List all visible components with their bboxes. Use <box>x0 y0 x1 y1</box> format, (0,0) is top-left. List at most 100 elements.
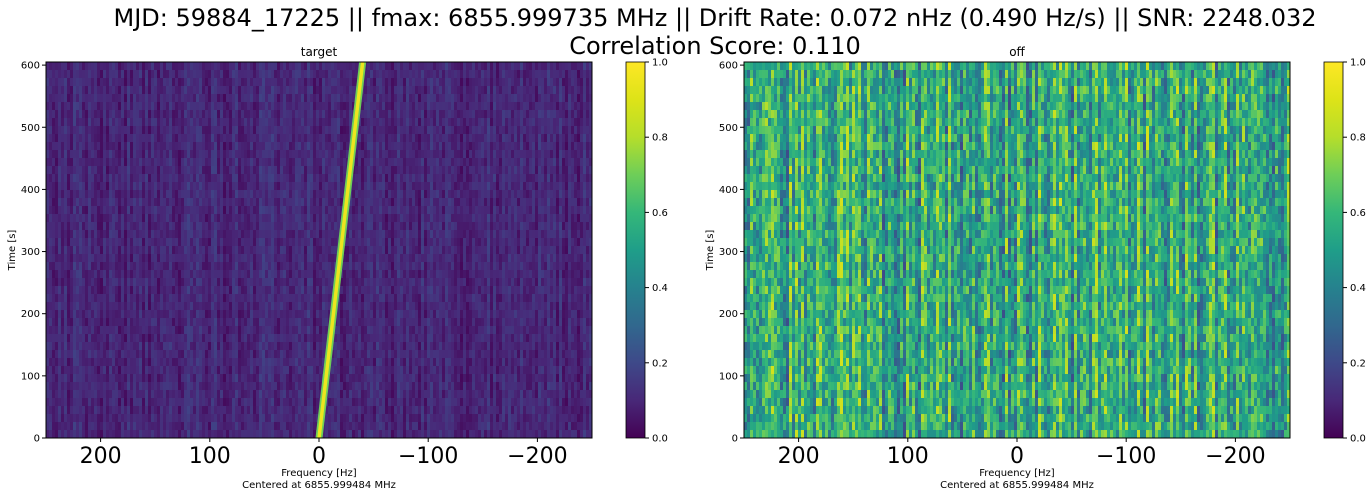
heatmap-cell <box>187 406 191 415</box>
heatmap-cell <box>202 358 206 367</box>
heatmap-cell <box>142 206 146 215</box>
heatmap-cell <box>94 270 98 279</box>
heatmap-cell <box>235 238 239 247</box>
heatmap-cell <box>271 158 275 167</box>
heatmap-cell <box>148 198 152 207</box>
heatmap-cell <box>133 398 137 407</box>
heatmap-cell <box>79 214 83 223</box>
heatmap-cell <box>295 374 299 383</box>
heatmap-cell <box>235 358 239 367</box>
heatmap-cell <box>124 422 128 431</box>
heatmap-cell <box>334 190 338 199</box>
heatmap-cell <box>70 118 74 127</box>
heatmap-cell <box>73 430 77 439</box>
heatmap-cell <box>361 366 365 375</box>
heatmap-cell <box>229 246 233 255</box>
heatmap-cell <box>307 246 311 255</box>
heatmap-cell <box>175 134 179 143</box>
heatmap-cell <box>103 166 107 175</box>
heatmap-cell <box>82 270 86 279</box>
heatmap-cell <box>154 398 158 407</box>
heatmap-cell <box>247 118 251 127</box>
heatmap-cell <box>178 262 182 271</box>
heatmap-cell <box>301 214 305 223</box>
heatmap-cell <box>337 142 341 151</box>
heatmap-cell <box>247 310 251 319</box>
heatmap-cell <box>193 310 197 319</box>
heatmap-cell <box>340 198 344 207</box>
heatmap-cell <box>271 334 275 343</box>
heatmap-cell <box>274 94 278 103</box>
heatmap-cell <box>100 262 104 271</box>
heatmap-cell <box>268 254 272 263</box>
heatmap-cell <box>205 278 209 287</box>
heatmap-cell <box>229 198 233 207</box>
heatmap-cell <box>55 382 59 391</box>
heatmap-cell <box>127 326 131 335</box>
heatmap-cell <box>247 350 251 359</box>
heatmap-cell <box>322 174 326 183</box>
heatmap-cell <box>259 70 263 79</box>
heatmap-cell <box>220 110 224 119</box>
heatmap-cell <box>100 422 104 431</box>
heatmap-cell <box>268 406 272 415</box>
heatmap-cell <box>343 94 347 103</box>
heatmap-cell <box>301 430 305 439</box>
heatmap-cell <box>199 214 203 223</box>
heatmap-cell <box>241 310 245 319</box>
heatmap-cell <box>256 174 260 183</box>
heatmap-cell <box>328 110 332 119</box>
heatmap-cell <box>340 398 344 407</box>
heatmap-cell <box>220 398 224 407</box>
heatmap-cell <box>292 118 296 127</box>
heatmap-cell <box>193 70 197 79</box>
heatmap-cell <box>55 286 59 295</box>
heatmap-cell <box>253 302 257 311</box>
heatmap-cell <box>202 254 206 263</box>
heatmap-cell <box>211 222 215 231</box>
heatmap-cell <box>136 350 140 359</box>
heatmap-cell <box>223 222 227 231</box>
heatmap-cell <box>358 334 362 343</box>
heatmap-cell <box>121 318 125 327</box>
heatmap-cell <box>160 182 164 191</box>
heatmap-cell <box>307 294 311 303</box>
heatmap-cell <box>310 406 314 415</box>
heatmap-cell <box>91 222 95 231</box>
heatmap-cell <box>238 70 242 79</box>
heatmap-cell <box>256 78 260 87</box>
heatmap-cell <box>163 382 167 391</box>
heatmap-cell <box>88 126 92 135</box>
heatmap-cell <box>52 158 56 167</box>
heatmap-cell <box>358 366 362 375</box>
heatmap-cell <box>319 158 323 167</box>
heatmap-cell <box>265 422 269 431</box>
heatmap-cell <box>61 166 65 175</box>
heatmap-cell <box>205 78 209 87</box>
heatmap-cell <box>259 110 263 119</box>
heatmap-cell <box>295 302 299 311</box>
heatmap-cell <box>199 294 203 303</box>
heatmap-cell <box>355 222 359 231</box>
heatmap-cell <box>97 318 101 327</box>
heatmap-cell <box>91 70 95 79</box>
heatmap-cell <box>346 366 350 375</box>
heatmap-cell <box>94 70 98 79</box>
heatmap-cell <box>247 414 251 423</box>
heatmap-cell <box>70 406 74 415</box>
heatmap-cell <box>181 358 185 367</box>
heatmap-cell <box>259 382 263 391</box>
heatmap-cell <box>94 350 98 359</box>
heatmap-cell <box>187 422 191 431</box>
heatmap-cell <box>172 374 176 383</box>
heatmap-cell <box>271 214 275 223</box>
heatmap-cell <box>52 326 56 335</box>
heatmap-cell <box>346 302 350 311</box>
heatmap-cell <box>196 62 200 71</box>
heatmap-cell <box>64 134 68 143</box>
heatmap-cell <box>262 342 266 351</box>
heatmap-cell <box>238 182 242 191</box>
heatmap-cell <box>244 198 248 207</box>
heatmap-cell <box>259 430 263 439</box>
heatmap-cell <box>340 182 344 191</box>
